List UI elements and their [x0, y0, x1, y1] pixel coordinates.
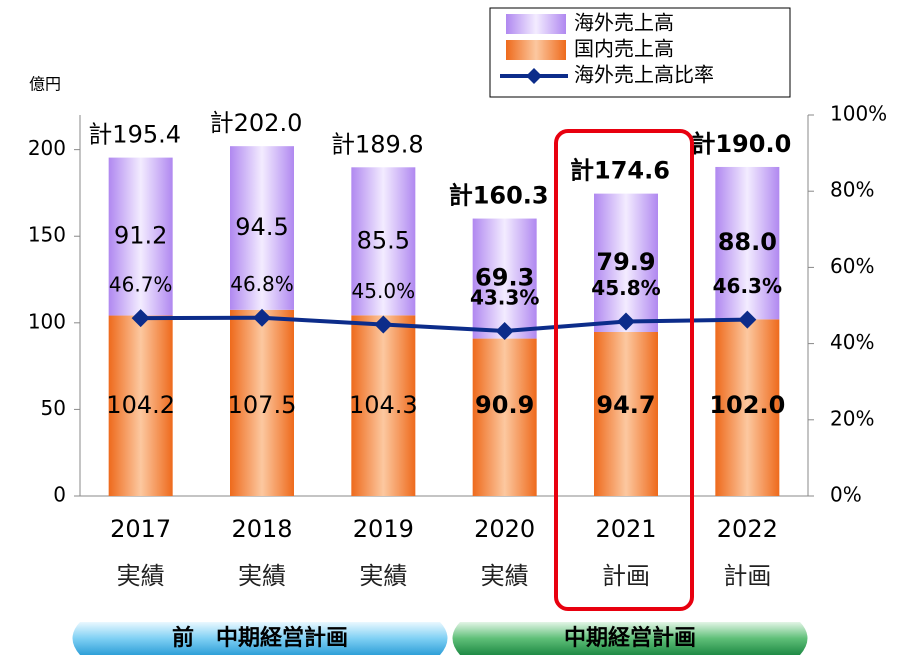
- y2-tick-label: 60%: [830, 254, 874, 278]
- ratio-label: 46.8%: [230, 272, 294, 296]
- y-tick-label: 50: [41, 396, 66, 420]
- legend-marker: [526, 68, 542, 84]
- x-tick-label: 2020: [474, 515, 535, 543]
- data-label: 107.5: [228, 391, 297, 419]
- legend-swatch: [506, 14, 566, 34]
- ratio-label: 46.3%: [713, 274, 782, 298]
- y2-tick-label: 80%: [830, 178, 874, 202]
- ratio-marker: [131, 309, 150, 328]
- legend-label: 海外売上高: [574, 11, 674, 35]
- data-label: 104.2: [106, 391, 175, 419]
- ratio-marker: [374, 315, 393, 334]
- y-tick-label: 100: [28, 309, 66, 333]
- highlight-frame: [554, 129, 694, 611]
- ratio-label: 45.8%: [591, 276, 660, 300]
- data-label: 104.3: [349, 391, 418, 419]
- bar-segment: [472, 218, 537, 339]
- x-tick-label: 2017: [110, 515, 171, 543]
- ratio-marker: [495, 322, 514, 341]
- data-label: 79.9: [596, 248, 655, 276]
- y2-tick-label: 20%: [830, 406, 874, 430]
- x-sublabel: 実績: [238, 562, 286, 590]
- ratio-label: 43.3%: [470, 286, 539, 310]
- legend-label: 国内売上高: [574, 37, 674, 61]
- y-axis-label: 億円: [29, 75, 61, 94]
- y-tick-label: 0: [53, 483, 66, 507]
- bar-segment: [108, 315, 173, 496]
- banner-prev: [72, 622, 448, 655]
- bar-segment: [351, 315, 416, 496]
- data-label: 102.0: [709, 391, 785, 419]
- y-tick-label: 150: [28, 223, 66, 247]
- bar-segment: [594, 331, 658, 496]
- bar-segment: [594, 193, 658, 332]
- bar-segment: [715, 319, 780, 496]
- ratio-marker: [617, 312, 635, 331]
- x-tick-label: 2021: [595, 515, 656, 543]
- x-sublabel: 計画: [723, 562, 771, 590]
- y2-tick-label: 0%: [830, 483, 862, 507]
- y2-tick-label: 40%: [830, 330, 874, 354]
- bar-segment: [351, 167, 416, 316]
- ratio-label: 45.0%: [352, 279, 416, 303]
- y2-tick-label: 100%: [830, 102, 887, 126]
- bar-segment: [108, 157, 173, 316]
- legend-swatch: [506, 40, 566, 60]
- banner-current: [452, 622, 808, 655]
- ratio-label: 46.7%: [109, 273, 173, 297]
- total-label: 計189.8: [331, 130, 424, 158]
- x-sublabel: 実績: [481, 562, 529, 590]
- total-label: 計202.0: [210, 109, 303, 137]
- data-label: 69.3: [475, 264, 534, 292]
- banner-label: 前 中期経営計画: [172, 625, 348, 651]
- data-label: 94.7: [596, 391, 655, 419]
- x-sublabel: 計画: [602, 562, 650, 590]
- total-label: 計195.4: [88, 121, 181, 149]
- data-label: 88.0: [718, 228, 777, 256]
- bar-segment: [230, 309, 294, 496]
- x-sublabel: 実績: [117, 562, 165, 590]
- ratio-line: [140, 315, 748, 334]
- data-label: 85.5: [357, 226, 410, 254]
- x-tick-label: 2019: [353, 515, 414, 543]
- total-label: 計174.6: [570, 157, 670, 185]
- bar-segment: [472, 338, 537, 496]
- data-label: 91.2: [114, 222, 167, 250]
- x-sublabel: 実績: [359, 562, 407, 590]
- x-tick-label: 2018: [231, 515, 292, 543]
- ratio-marker: [253, 308, 271, 327]
- data-label: 94.5: [235, 213, 288, 241]
- legend-label: 海外売上高比率: [574, 63, 714, 87]
- x-tick-label: 2022: [717, 515, 778, 543]
- bar-segment: [715, 166, 780, 320]
- y-tick-label: 200: [28, 136, 66, 160]
- banner-label: 中期経営計画: [564, 625, 696, 651]
- data-label: 90.9: [475, 391, 534, 419]
- total-label: 計160.3: [449, 181, 549, 209]
- total-label: 計190.0: [691, 130, 791, 158]
- ratio-marker: [738, 310, 757, 329]
- bar-segment: [230, 146, 294, 310]
